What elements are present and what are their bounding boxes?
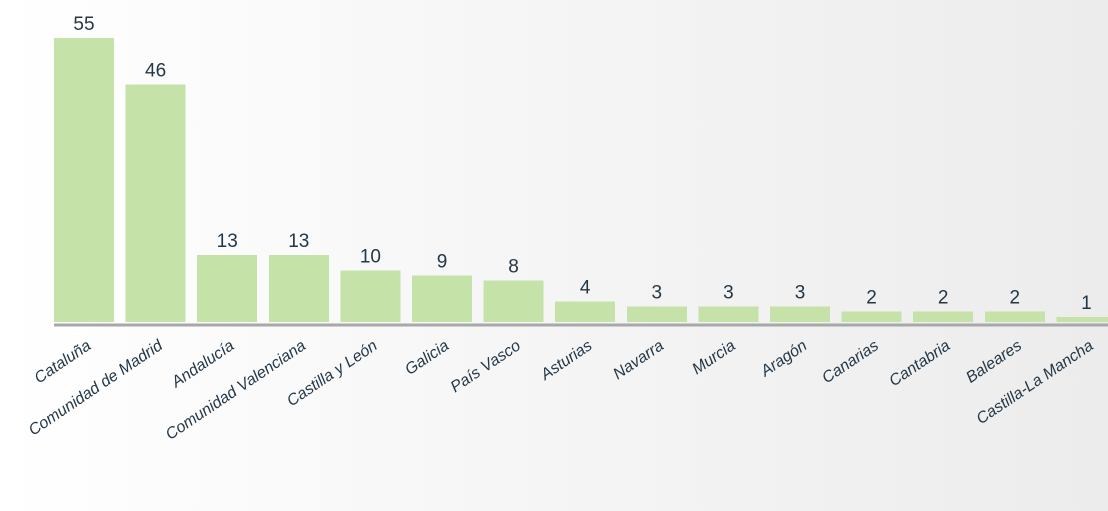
data-label: 46 <box>145 61 166 82</box>
bar <box>841 311 902 322</box>
data-label: 13 <box>217 231 238 252</box>
data-label: 8 <box>508 257 519 278</box>
bars-group <box>54 38 1108 322</box>
data-label: 4 <box>580 277 591 298</box>
bar <box>626 306 687 322</box>
bar <box>54 38 114 322</box>
data-labels-group: 55 46 13 13 10 9 8 4 3 3 3 2 2 2 1 <box>73 14 1091 314</box>
data-label: 13 <box>288 231 309 252</box>
data-label: 2 <box>938 288 949 309</box>
data-label: 10 <box>360 246 381 267</box>
category-label: Galicia <box>402 337 452 378</box>
data-label: 2 <box>866 288 877 309</box>
category-label: Asturias <box>537 337 595 384</box>
bar <box>913 311 974 322</box>
bar <box>555 301 616 322</box>
category-label: Castilla-La Mancha <box>974 337 1097 428</box>
bar <box>340 270 401 322</box>
category-label: Comunidad Valenciana <box>163 337 309 443</box>
category-label: Cataluña <box>32 337 95 387</box>
category-label: Andalucía <box>168 337 237 392</box>
category-label: Comunidad de Madrid <box>26 337 167 440</box>
bar <box>197 254 258 322</box>
data-label: 3 <box>723 283 734 304</box>
bar <box>698 306 759 322</box>
data-label: 9 <box>437 252 448 273</box>
category-label: Murcia <box>689 337 738 378</box>
data-label: 1 <box>1081 293 1092 314</box>
bar <box>268 254 329 322</box>
category-label: Cantabria <box>886 337 953 390</box>
category-label: Baleares <box>963 337 1025 386</box>
bar <box>125 84 186 322</box>
category-label: Navarra <box>610 337 667 383</box>
category-label: Canarias <box>819 337 882 387</box>
bar <box>770 306 830 322</box>
bar <box>412 275 472 322</box>
bar <box>483 280 544 322</box>
category-label: Aragón <box>757 337 810 381</box>
data-label: 2 <box>1010 288 1021 309</box>
category-label: País Vasco <box>448 337 524 396</box>
bar <box>984 311 1045 322</box>
bar <box>1056 316 1108 322</box>
data-label: 3 <box>795 283 806 304</box>
data-label: 3 <box>652 283 663 304</box>
data-label: 55 <box>73 14 94 35</box>
